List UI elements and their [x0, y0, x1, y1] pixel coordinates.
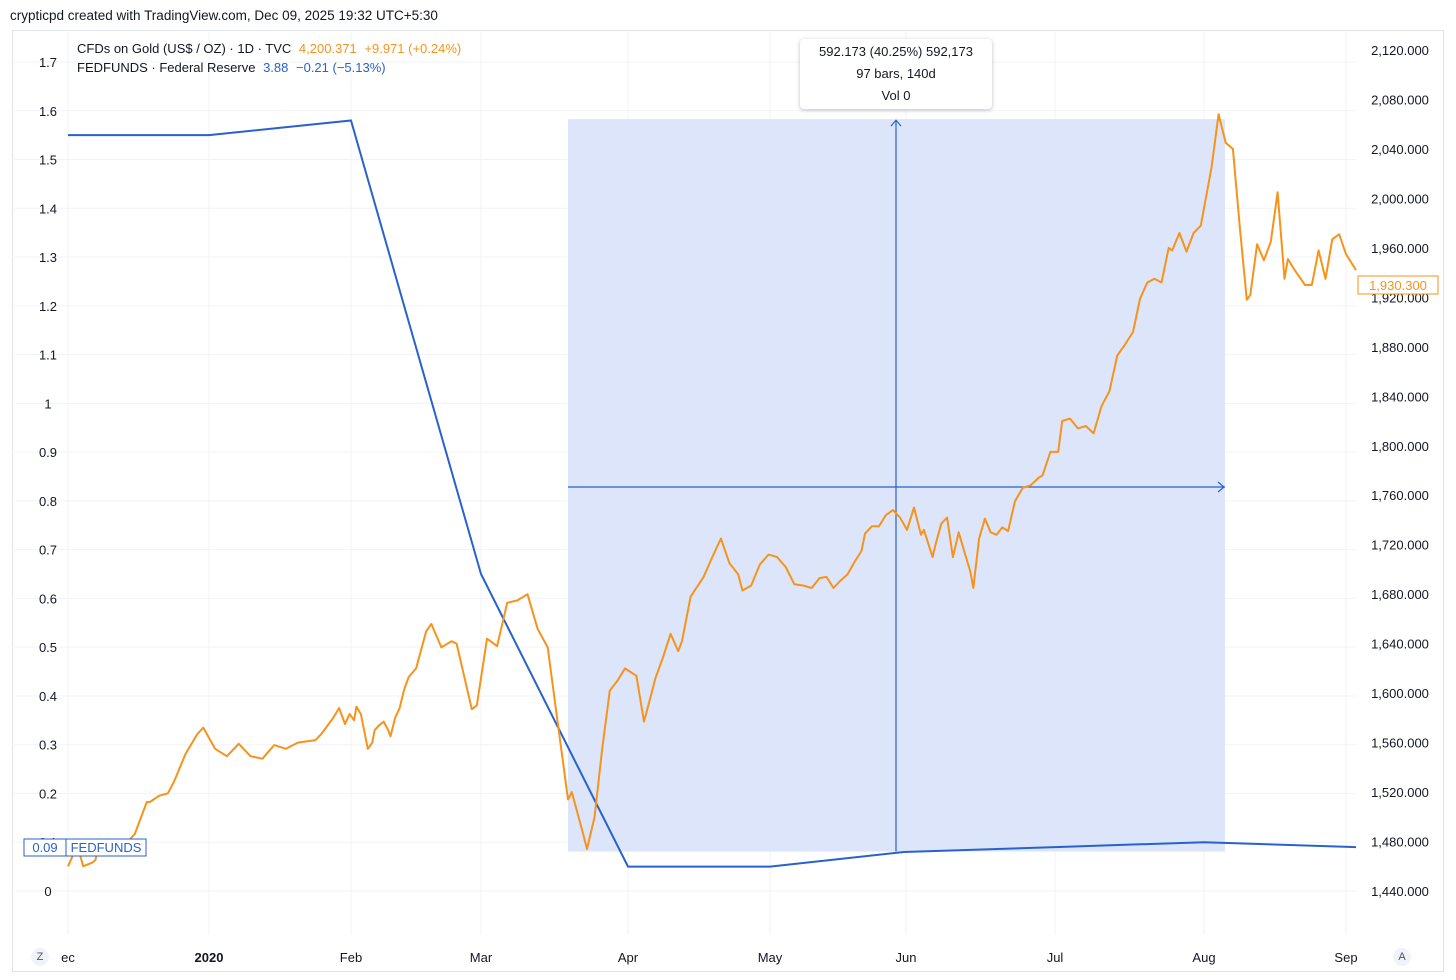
legend-gold-change: +9.971 (+0.24%) [364, 41, 462, 56]
zoom-left-button[interactable]: Z [31, 948, 49, 966]
legend-fed-name: FEDFUNDS · Federal Reserve [77, 60, 256, 75]
tooltip-bars: 97 bars, 140d [856, 66, 936, 81]
legend: CFDs on Gold (US$ / OZ) · 1D · TVC 4,200… [77, 39, 461, 77]
price-badges: 0.09 FEDFUNDS 1,930.300 [23, 275, 1439, 857]
right-axis-tick-label: 1,960.000 [1371, 241, 1429, 256]
gold-last-price-badge [1357, 275, 1439, 295]
right-axis-tick-label: 1,800.000 [1371, 439, 1429, 454]
right-axis-tick-label: 2,040.000 [1371, 142, 1429, 157]
fedfunds-value-badge-text: 0.09 [32, 840, 57, 855]
time-axis-tick-label: Mar [470, 950, 493, 965]
right-axis-tick-label: 1,560.000 [1371, 736, 1429, 751]
measure-arrowhead-up [890, 119, 902, 127]
tooltip-volume: Vol 0 [881, 88, 911, 103]
left-axis-tick-label: 0.7 [39, 543, 57, 558]
left-axis-tick-label: 1 [44, 396, 51, 411]
time-axis-tick-label: ec [61, 950, 75, 965]
legend-fed-change: −0.21 (−5.13%) [296, 60, 386, 75]
gold-last-price-badge-text: 1,930.300 [1369, 278, 1427, 293]
series-line-gold [67, 113, 1357, 868]
left-axis-tick-label: 0.5 [39, 640, 57, 655]
measure-arrows [568, 119, 1225, 852]
auto-scale-button[interactable]: A [1393, 948, 1411, 966]
legend-fed-value: 3.88 [263, 60, 289, 75]
right-axis-tick-label: 2,000.000 [1371, 191, 1429, 206]
tooltip-change: 592.173 (40.25%) 592,173 [819, 44, 973, 59]
right-axis-tick-label: 1,640.000 [1371, 637, 1429, 652]
left-axis-tick-label: 1.4 [39, 201, 57, 216]
time-axis-tick-label: 2020 [195, 950, 224, 965]
left-axis-tick-label: 1.3 [39, 250, 57, 265]
left-axis-tick-label: 1.1 [39, 348, 57, 363]
right-axis-tick-label: 1,840.000 [1371, 389, 1429, 404]
left-axis-tick-label: 1.5 [39, 153, 57, 168]
left-axis-tick-label: 0.9 [39, 445, 57, 460]
series-line-fedfunds [68, 119, 1357, 868]
right-axis-tick-label: 1,680.000 [1371, 587, 1429, 602]
fedfunds-name-badge [65, 838, 147, 857]
right-axis-tick-label: 1,760.000 [1371, 488, 1429, 503]
right-axis-tick-label: 1,480.000 [1371, 835, 1429, 850]
right-axis: 2,120.000 2,080.000 2,040.000 2,000.000 1,96… [1371, 43, 1429, 899]
left-axis-tick-label: 1.7 [39, 55, 57, 70]
right-axis-tick-label: 1,880.000 [1371, 340, 1429, 355]
measure-tooltip: 592.173 (40.25%) 592,173 97 bars, 140d V… [800, 39, 992, 109]
right-axis-tick-label: 1,520.000 [1371, 785, 1429, 800]
time-axis-tick-label: May [758, 950, 783, 965]
left-axis-tick-label: 0.4 [39, 689, 57, 704]
time-axis: ec 2020 Feb Mar Apr May Jun Jul Aug Sep [61, 950, 1357, 965]
time-axis-tick-label: Sep [1334, 950, 1357, 965]
attribution-text: crypticpd created with TradingView.com, … [10, 8, 438, 23]
measure-arrowhead-right [1217, 481, 1225, 493]
right-axis-tick-label: 1,440.000 [1371, 884, 1429, 899]
chart-frame [12, 30, 1444, 972]
legend-gold-value: 4,200.371 [298, 41, 357, 56]
legend-row-fed[interactable]: FEDFUNDS · Federal Reserve 3.88 −0.21 (−… [77, 58, 461, 77]
time-axis-tick-label: Aug [1192, 950, 1215, 965]
left-axis-tick-label: 0.6 [39, 591, 57, 606]
time-axis-tick-label: Jun [896, 950, 917, 965]
left-axis-tick-label: 0.8 [39, 494, 57, 509]
right-axis-tick-label: 1,720.000 [1371, 538, 1429, 553]
time-axis-tick-label: Feb [340, 950, 362, 965]
time-axis-tick-label: Jul [1047, 950, 1064, 965]
fedfunds-name-badge-text: FEDFUNDS [71, 840, 142, 855]
left-axis-tick-label: 1.6 [39, 104, 57, 119]
right-axis-tick-label: 2,120.000 [1371, 43, 1429, 58]
left-axis: 1.7 1.6 1.5 1.4 1.3 1.2 1.1 1 0.9 0.8 0.7 0.6 0.5 0.4… [39, 55, 57, 899]
legend-row-gold[interactable]: CFDs on Gold (US$ / OZ) · 1D · TVC 4,200… [77, 39, 461, 58]
legend-gold-name: CFDs on Gold (US$ / OZ) · 1D · TVC [77, 41, 292, 56]
left-axis-tick-label: 0.3 [39, 738, 57, 753]
right-axis-tick-label: 1,600.000 [1371, 686, 1429, 701]
left-axis-tick-label: 0.2 [39, 786, 57, 801]
right-axis-tick-label: 2,080.000 [1371, 92, 1429, 107]
time-axis-tick-label: Apr [618, 950, 639, 965]
left-axis-tick-label: 1.2 [39, 299, 57, 314]
left-axis-tick-label: 0 [44, 884, 51, 899]
